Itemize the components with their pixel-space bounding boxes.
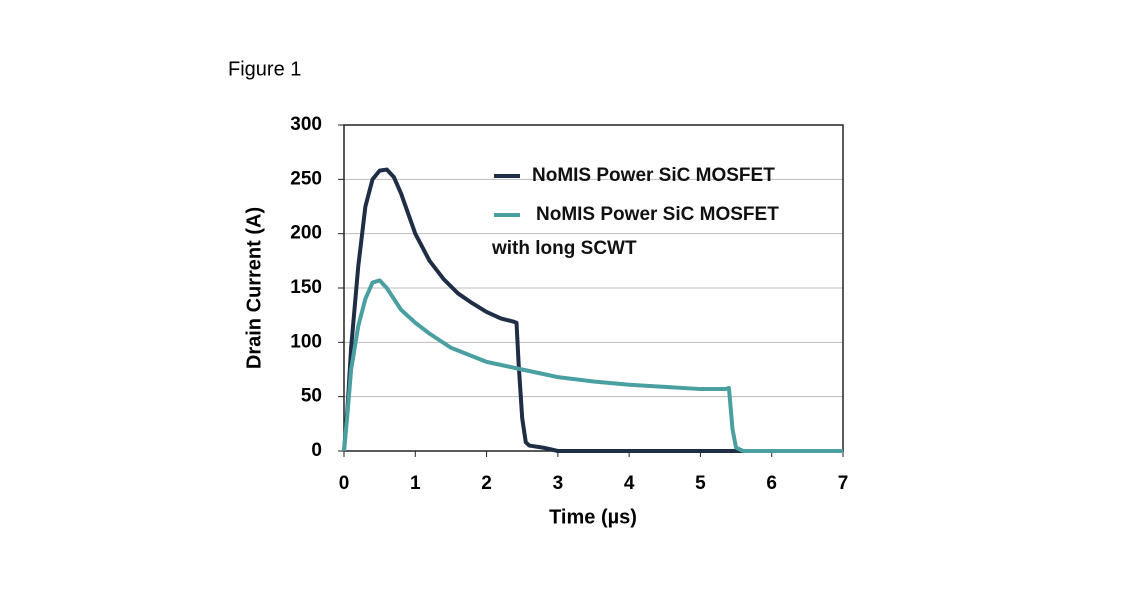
y-tick-label: 100	[290, 331, 322, 352]
series-line	[342, 167, 843, 453]
y-tick-label: 300	[290, 114, 322, 135]
x-tick-label: 1	[410, 473, 421, 494]
series-line	[342, 278, 843, 453]
x-tick-label: 7	[838, 473, 849, 494]
y-axis-label: Drain Current (A)	[243, 207, 265, 369]
x-tick-label: 4	[624, 473, 635, 494]
x-axis-label: Time (µs)	[549, 506, 637, 528]
x-tick-label: 5	[695, 473, 706, 494]
y-tick-label: 0	[311, 440, 322, 461]
legend-label: NoMIS Power SiC MOSFET	[532, 165, 775, 186]
y-tick-label: 50	[301, 386, 322, 407]
y-tick-label: 250	[290, 168, 322, 189]
y-tick-label: 200	[290, 223, 322, 244]
y-tick-label: 150	[290, 277, 322, 298]
x-tick-label: 2	[481, 473, 492, 494]
legend-label: NoMIS Power SiC MOSFET with long SCWT	[492, 204, 779, 259]
x-tick-label: 6	[766, 473, 777, 494]
figure-label: Figure 1	[228, 58, 301, 80]
x-tick-label: 3	[553, 473, 564, 494]
x-tick-label: 0	[339, 473, 350, 494]
